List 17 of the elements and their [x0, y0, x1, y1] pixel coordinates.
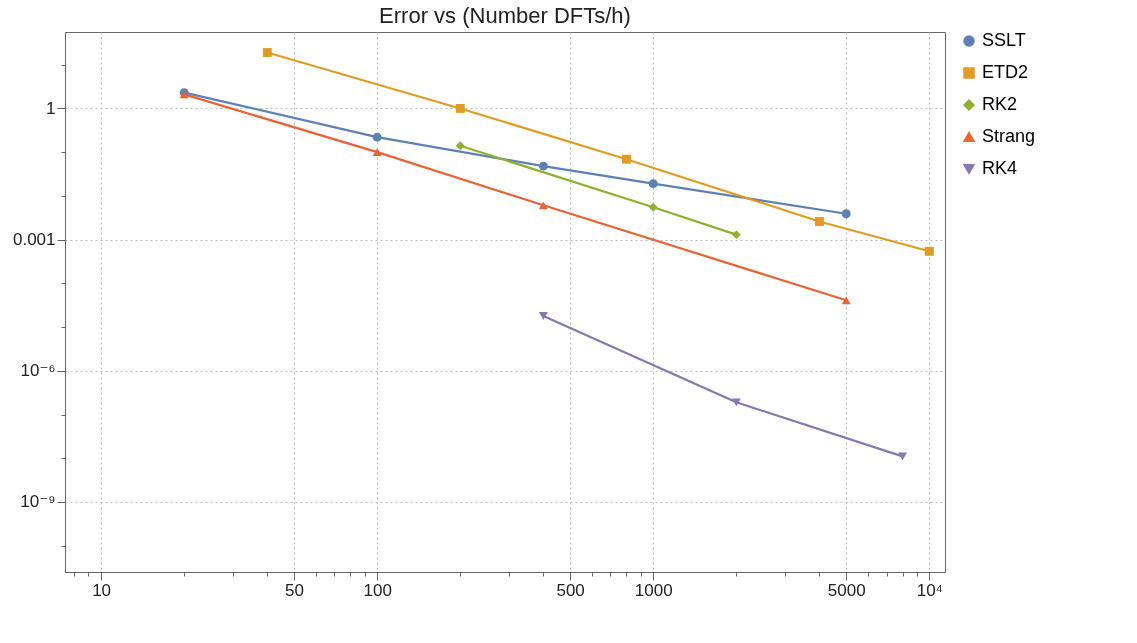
x-tick-label: 5000 [827, 580, 866, 600]
x-tick-label: 100 [363, 580, 392, 600]
legend-label: RK2 [982, 94, 1018, 114]
y-tick-label: 10⁻⁹ [20, 492, 56, 512]
legend-label: SSLT [982, 30, 1026, 50]
legend-label: ETD2 [982, 62, 1029, 82]
x-tick-label: 1000 [634, 580, 673, 600]
chart-title: Error vs (Number DFTs/h) [379, 3, 631, 28]
x-tick-label: 10⁴ [916, 580, 943, 600]
legend-label: Strang [982, 126, 1036, 146]
legend-label: RK4 [982, 158, 1018, 178]
x-tick-label: 500 [556, 580, 585, 600]
x-tick-label: 10 [92, 580, 112, 600]
y-tick-label: 0.001 [12, 230, 56, 250]
y-tick-label: 10⁻⁶ [20, 361, 56, 381]
y-tick-label: 1 [46, 98, 56, 118]
x-tick-label: 50 [285, 580, 305, 600]
